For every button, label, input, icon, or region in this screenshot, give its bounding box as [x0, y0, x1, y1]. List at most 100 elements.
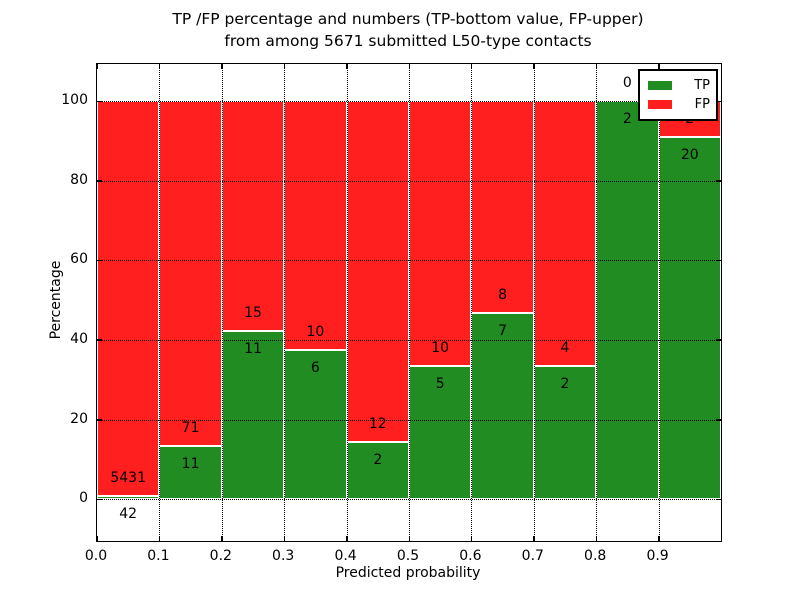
v-gridline [409, 64, 410, 541]
y-tick-mark [97, 419, 102, 421]
y-tick-mark [97, 339, 102, 341]
bar-count-tp: 6 [310, 359, 320, 376]
bar-segment-tp [471, 313, 534, 500]
h-gridline [97, 339, 721, 341]
y-tick-label: 60 [70, 251, 88, 268]
x-tick-mark [658, 64, 660, 69]
bar-count-tp: 2 [373, 452, 383, 469]
h-gridline [97, 101, 721, 103]
x-axis-label: Predicted probability [335, 565, 481, 581]
x-tick-label: 0.5 [396, 548, 420, 564]
x-tick-mark [533, 536, 535, 541]
bar-count-tp: 5 [435, 376, 445, 393]
x-tick-mark [470, 536, 473, 541]
x-tick-mark [408, 536, 410, 541]
bar-segment-tp [596, 101, 659, 500]
bar-segment-fp [533, 101, 597, 367]
legend-label-fp: FP [694, 97, 710, 112]
x-tick-mark [346, 64, 348, 69]
bar-segment-tp [97, 496, 160, 500]
x-tick-mark [595, 536, 598, 541]
y-axis-label: Percentage [48, 260, 64, 340]
y-tick-mark [716, 419, 721, 421]
h-gridline [97, 180, 721, 182]
bar-segment-fp [97, 101, 160, 497]
bar-count-fp: 15 [244, 304, 262, 321]
bar-count-fp: 10 [306, 323, 325, 340]
bar-count-tp: 11 [181, 455, 200, 472]
legend-label-tp: TP [694, 78, 710, 93]
y-tick-mark [97, 100, 102, 103]
bar-count-fp: 71 [181, 419, 200, 436]
y-tick-mark [716, 498, 721, 501]
y-tick-label: 80 [70, 171, 88, 188]
bar-segment-fp [284, 101, 347, 350]
x-tick-label: 0.8 [584, 548, 607, 564]
bar-segment-fp [159, 101, 222, 446]
bar-segment-fp [409, 101, 472, 367]
x-tick-mark [658, 536, 660, 541]
x-tick-mark [283, 536, 286, 541]
x-tick-label: 0.6 [459, 548, 482, 564]
x-tick-mark [346, 536, 348, 541]
legend: TP FP [638, 69, 718, 121]
bar-count-fp: 10 [431, 340, 450, 357]
y-tick-label: 40 [70, 330, 88, 347]
bar-count-tp: 11 [244, 340, 262, 357]
y-tick-mark [97, 498, 102, 501]
bar-count-tp: 42 [119, 506, 138, 523]
x-tick-mark [96, 64, 98, 69]
h-gridline [97, 499, 721, 501]
bar-count-fp: 0 [622, 75, 632, 92]
legend-entry-fp: FP [648, 95, 710, 114]
y-tick-label: 20 [70, 410, 88, 427]
v-gridline [533, 64, 535, 541]
y-tick-mark [716, 100, 721, 103]
bar-segment-fp [221, 101, 285, 331]
bar-count-tp: 20 [680, 147, 699, 164]
y-tick-label: 0 [79, 490, 88, 507]
x-tick-label: 0.0 [84, 548, 108, 564]
v-gridline [346, 64, 348, 541]
v-gridline [658, 64, 660, 541]
bar-count-fp: 12 [368, 416, 387, 433]
v-gridline [159, 64, 161, 541]
y-tick-mark [97, 180, 102, 182]
x-tick-mark [96, 536, 98, 541]
plot-area: 54314271111511106122105874202220 TP FP [96, 63, 722, 542]
x-tick-mark [533, 64, 535, 69]
y-tick-mark [97, 259, 102, 262]
bar-segment-tp [533, 366, 597, 500]
y-tick-mark [716, 339, 721, 341]
bar-segment-fp [471, 101, 534, 314]
x-tick-mark [470, 64, 473, 69]
x-tick-mark [158, 64, 161, 69]
x-tick-label: 0.1 [147, 548, 170, 564]
legend-swatch-tp-icon [648, 81, 672, 90]
bar-count-fp: 4 [560, 340, 570, 357]
y-tick-mark [716, 259, 721, 262]
h-gridline [97, 260, 721, 262]
x-tick-label: 0.4 [334, 548, 357, 564]
x-tick-label: 0.9 [646, 548, 669, 564]
bar-segment-tp [346, 442, 409, 500]
x-tick-label: 0.3 [272, 548, 295, 564]
x-tick-mark [283, 64, 286, 69]
v-gridline [471, 64, 473, 541]
v-gridline [596, 64, 598, 541]
bar-segment-tp [284, 349, 347, 500]
bar-segment-tp [658, 137, 721, 500]
x-tick-label: 0.7 [521, 548, 544, 564]
x-tick-mark [158, 536, 161, 541]
bar-count-fp: 5431 [110, 470, 147, 487]
bar-segment-tp [159, 445, 222, 500]
v-gridline [221, 64, 223, 541]
bar-count-tp: 2 [622, 111, 632, 128]
legend-entry-tp: TP [648, 76, 710, 95]
bar-count-tp: 7 [498, 323, 508, 340]
v-gridline [284, 64, 286, 541]
x-tick-mark [221, 536, 223, 541]
chart-title-line1: TP /FP percentage and numbers (TP-bottom… [172, 10, 644, 28]
bar-segment-tp [221, 330, 285, 500]
